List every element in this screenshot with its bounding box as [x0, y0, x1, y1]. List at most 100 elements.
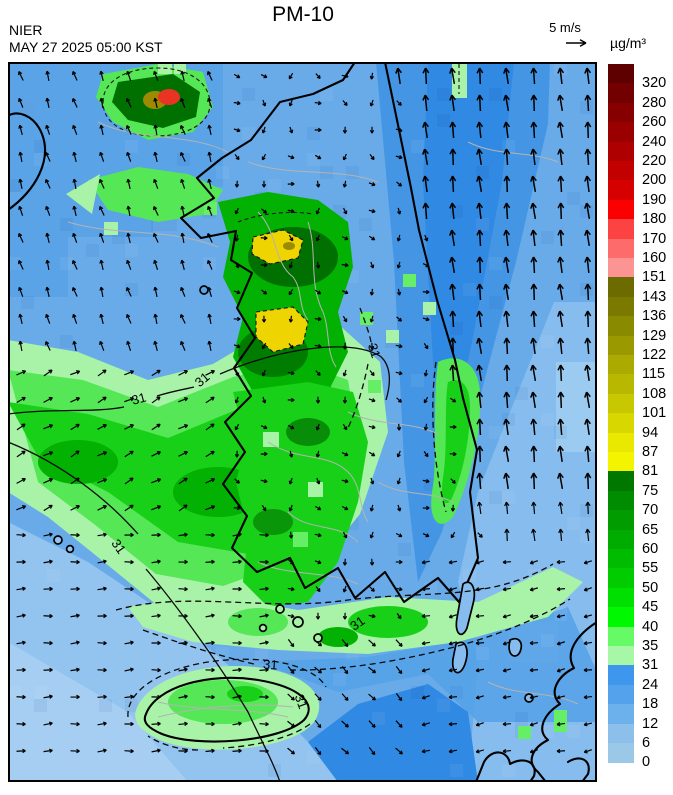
colorbar-cell	[608, 432, 634, 453]
wind-arrow-icon	[530, 337, 538, 355]
wind-arrow-icon	[178, 640, 188, 646]
colorbar-tick-label: 280	[642, 94, 667, 111]
wind-arrow-icon	[70, 721, 80, 727]
wind-arrow-icon	[70, 613, 80, 618]
wind-arrow-icon	[288, 559, 295, 565]
wind-arrow-icon	[16, 667, 26, 673]
wind-arrow-icon	[396, 261, 401, 269]
raster-cell	[346, 166, 359, 179]
wind-arrow-icon	[341, 505, 349, 511]
contour-value-label: 31	[365, 341, 384, 359]
wind-arrow-icon	[503, 175, 511, 193]
colorbar-tick-label: 190	[642, 191, 667, 208]
wind-arrow-icon	[178, 613, 188, 619]
wind-arrow-icon	[530, 202, 537, 220]
raster-cell	[489, 296, 502, 309]
wind-arrow-icon	[448, 560, 458, 565]
colorbar-cell	[608, 316, 634, 337]
colorbar-cell	[608, 743, 634, 763]
wind-arrow-icon	[207, 124, 212, 136]
wind-arrow-icon	[124, 477, 134, 485]
wind-arrow-icon	[503, 391, 511, 409]
raster-cell	[411, 686, 424, 699]
colorbar-tick-label: 260	[642, 114, 667, 131]
wind-arrow-icon	[369, 504, 374, 512]
wind-arrow-icon	[260, 262, 268, 268]
colorbar-tick-label: 87	[642, 444, 659, 460]
wind-arrow-icon	[341, 452, 349, 457]
colorbar-tick-label: 151	[642, 269, 667, 286]
wind-arrow-icon	[153, 340, 158, 351]
wind-arrow-icon	[449, 202, 457, 220]
wind-arrow-icon	[556, 695, 566, 700]
wind-arrow-icon	[151, 369, 161, 377]
wind-arrow-icon	[530, 418, 538, 436]
wind-arrow-icon	[234, 450, 240, 458]
colorbar-tick-label: 60	[642, 541, 659, 557]
raster-cell	[8, 686, 21, 699]
wind-arrow-icon	[369, 288, 375, 296]
wind-arrow-icon	[72, 124, 78, 135]
wind-arrow-icon	[207, 178, 212, 189]
wind-arrow-icon	[287, 424, 295, 430]
wind-arrow-icon	[583, 722, 593, 727]
wind-arrow-icon	[233, 344, 241, 349]
raster-cell	[580, 101, 593, 114]
wind-arrow-icon	[449, 121, 457, 139]
wind-arrow-icon	[585, 501, 591, 515]
wind-arrow-icon	[341, 290, 349, 295]
wind-arrow-icon	[395, 666, 403, 675]
wind-arrow-icon	[449, 256, 456, 274]
colorbar-cell	[608, 587, 634, 608]
wind-arrow-icon	[584, 175, 592, 193]
wind-arrow-icon	[126, 340, 132, 351]
wind-arrow-icon	[45, 70, 50, 82]
wind-arrow-icon	[342, 612, 348, 620]
wind-arrow-icon	[342, 558, 348, 566]
wind-arrow-icon	[43, 559, 53, 564]
wind-arrow-icon	[259, 640, 269, 645]
wind-arrow-icon	[43, 721, 53, 726]
wind-arrow-icon	[205, 586, 215, 591]
wind-arrow-icon	[342, 342, 348, 350]
wind-arrow-icon	[476, 364, 483, 382]
wind-arrow-icon	[342, 315, 348, 323]
raster-cell	[99, 699, 112, 712]
wind-arrow-icon	[124, 559, 134, 565]
raster-cell	[125, 699, 138, 712]
wind-arrow-icon	[342, 423, 348, 431]
wind-arrow-icon	[422, 289, 430, 295]
colorbar-cell	[608, 684, 634, 705]
wind-arrow-icon	[99, 70, 104, 81]
wind-arrow-icon	[97, 721, 107, 726]
raster-cell	[567, 192, 580, 205]
wind-arrow-icon	[531, 501, 537, 515]
wind-arrow-icon	[288, 234, 294, 242]
wind-arrow-icon	[502, 721, 512, 727]
colorbar-tick-label: 143	[642, 288, 667, 305]
raster-cell	[502, 140, 515, 153]
wind-arrow-icon	[502, 559, 512, 565]
wind-arrow-icon	[476, 175, 483, 193]
wind-arrow-icon	[18, 232, 24, 243]
wind-arrow-icon	[18, 71, 24, 81]
colorbar-cell	[608, 510, 634, 531]
wind-arrow-icon	[584, 121, 592, 139]
wind-arrow-icon	[70, 370, 81, 376]
wind-arrow-icon	[396, 397, 402, 403]
wind-arrow-icon	[260, 235, 268, 241]
wind-arrow-icon	[503, 445, 510, 463]
wind-arrow-icon	[583, 614, 593, 619]
raster-cell	[372, 712, 385, 725]
wind-arrow-icon	[449, 337, 457, 355]
raster-cell	[580, 504, 593, 517]
wind-arrow-icon	[288, 72, 294, 80]
wind-arrow-icon	[341, 693, 349, 701]
wind-arrow-icon	[529, 587, 539, 592]
raster-cell	[34, 699, 47, 712]
colorbar-tick-label: 240	[642, 133, 667, 150]
wind-arrow-icon	[178, 370, 188, 376]
wind-arrow-icon	[422, 317, 430, 322]
wind-arrow-icon	[261, 315, 267, 323]
wind-arrow-icon	[18, 178, 23, 190]
